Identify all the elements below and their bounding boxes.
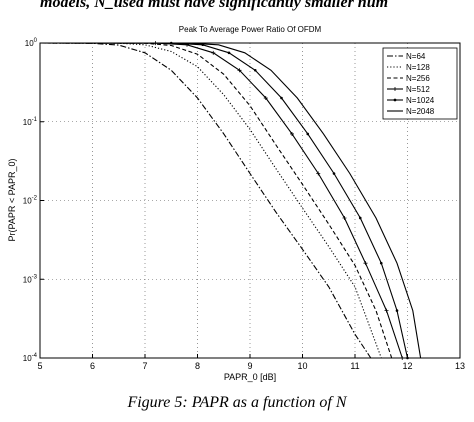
y-tick-label: 10-3 (23, 274, 38, 284)
legend-marker (393, 87, 397, 91)
tick-labels: 5 6 7 8 9 10 11 12 13 100 10-1 10-2 10-3 10-4 (23, 38, 465, 371)
y-tick-label: 10-2 (23, 196, 38, 206)
series-line-n-512 (39, 42, 403, 359)
x-tick-label: 10 (297, 361, 307, 371)
legend-label: N=128 (406, 63, 430, 72)
page-top-text: models, N_used must have significantly s… (40, 0, 389, 11)
y-tick-label: 10-1 (23, 117, 38, 127)
x-tick-label: 11 (350, 361, 359, 371)
x-tick-label: 9 (247, 361, 252, 371)
legend-label: N=64 (406, 52, 426, 61)
legend-box (382, 47, 458, 120)
figure-caption: Figure 5: PAPR as a function of N (127, 394, 347, 411)
legend-label: N=256 (406, 74, 430, 83)
legend-label: N=1024 (406, 96, 435, 105)
series-point (280, 96, 283, 100)
y-axis-label: Pr(PAPR < PAPR_0) (7, 159, 17, 242)
series-point (211, 50, 216, 55)
series-line-n-256 (39, 42, 393, 359)
y-tick-label: 100 (25, 38, 38, 48)
x-tick-label: 6 (90, 361, 95, 371)
series-line-n-2048 (39, 42, 422, 359)
series-layer (39, 41, 422, 360)
series-point (379, 261, 383, 265)
x-tick-label: 5 (37, 361, 42, 371)
legend-label: N=2048 (406, 107, 435, 116)
legend-marker (393, 98, 397, 102)
series-line-n-128 (39, 42, 382, 359)
series-point (237, 68, 242, 73)
x-tick-label: 7 (142, 361, 147, 371)
series-point (384, 308, 389, 313)
x-tick-label: 12 (402, 361, 412, 371)
series-point (253, 69, 257, 72)
series-point (263, 96, 268, 101)
series-point (342, 215, 347, 220)
series-point (306, 132, 310, 136)
series-point (227, 51, 231, 55)
series-line-n-64 (39, 42, 372, 359)
series-point (290, 131, 294, 136)
legend: N=64 N=128 N=256 N=512 N=1024 N=2048 (382, 47, 458, 120)
x-axis-label: PAPR_0 [dB] (224, 372, 276, 382)
series-point (363, 261, 368, 266)
y-tick-label: 10-4 (23, 353, 38, 363)
series-point (316, 171, 321, 176)
x-tick-label: 13 (455, 361, 465, 371)
series-line-n-1024 (39, 42, 409, 359)
legend-label: N=512 (406, 85, 430, 94)
papr-chart: Peak To Average Power Ratio Of OFDM 5 6 7 8… (7, 25, 465, 382)
series-point (358, 216, 362, 220)
series-point (395, 309, 399, 312)
series-point (332, 172, 336, 175)
x-tick-label: 8 (195, 361, 200, 371)
chart-title: Peak To Average Power Ratio Of OFDM (179, 25, 322, 34)
